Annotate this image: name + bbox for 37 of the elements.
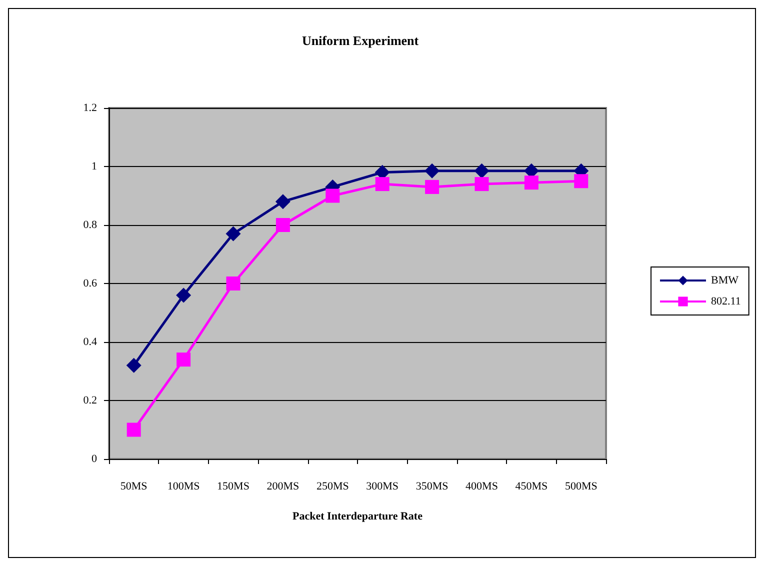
y-tick-label: 0.2: [83, 394, 97, 406]
x-tick-label: 350MS: [416, 480, 448, 492]
x-tick-label: 100MS: [167, 480, 200, 492]
x-tick-label: 200MS: [266, 480, 300, 492]
point: [326, 188, 340, 203]
point: [276, 218, 290, 232]
point: [226, 276, 240, 290]
x-tick-label: 300MS: [366, 480, 399, 492]
point: [474, 163, 490, 178]
point: [375, 177, 390, 192]
y-tick-label: 1.2: [83, 102, 97, 114]
point: [176, 352, 191, 367]
point: [424, 163, 440, 178]
point: [176, 288, 192, 303]
x-tick-label: 150MS: [217, 480, 250, 492]
y-tick-label: 0.6: [83, 278, 98, 290]
point: [524, 176, 538, 190]
x-tick-label: 450MS: [515, 480, 548, 492]
point: [425, 180, 440, 194]
x-tick-label: 50MS: [120, 480, 148, 492]
legend-label: BMW: [711, 274, 740, 286]
y-tick-label: 0.8: [83, 219, 98, 231]
y-tick-label: 0: [92, 453, 98, 465]
point: [574, 174, 588, 188]
x-axis-title: Packet Interdeparture Rate: [292, 510, 423, 522]
point: [126, 358, 142, 373]
point: [275, 194, 290, 210]
x-tick-label: 400MS: [466, 480, 498, 492]
chart-title: Uniform Experiment: [302, 33, 420, 48]
x-tick-label: 500MS: [564, 480, 598, 492]
x-tick-label: 250MS: [316, 480, 349, 492]
legend-label: 802.11: [711, 296, 741, 308]
y-tick-label: 0.4: [83, 336, 98, 348]
point: [226, 226, 241, 242]
y-tick-label: 1: [92, 160, 97, 172]
point: [126, 422, 141, 437]
point: [474, 177, 489, 192]
